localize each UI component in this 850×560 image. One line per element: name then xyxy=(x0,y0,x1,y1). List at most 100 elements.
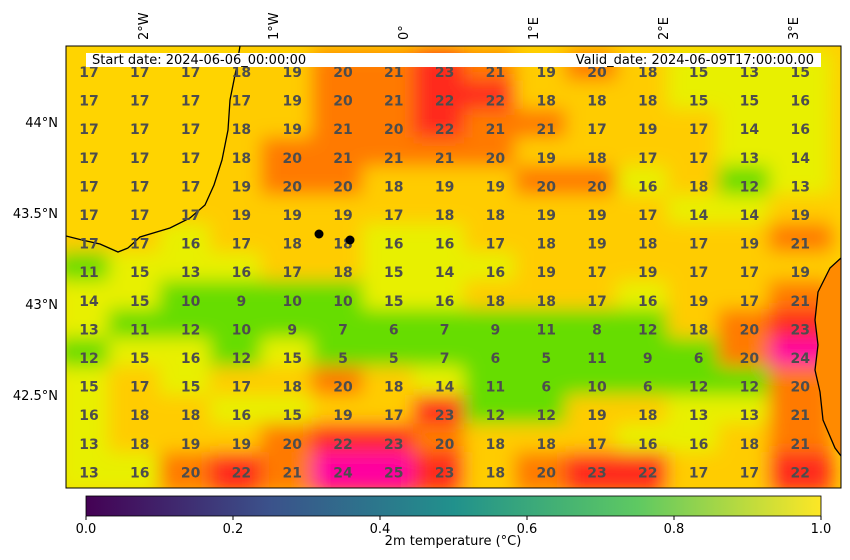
grid-value-label: 17 xyxy=(181,94,200,110)
sea-area-east xyxy=(815,258,841,456)
grid-value-label: 11 xyxy=(130,322,149,338)
grid-value-label: 19 xyxy=(587,237,606,253)
grid-value-label: 19 xyxy=(282,122,301,138)
grid-value-label: 10 xyxy=(587,380,607,396)
grid-value-label: 16 xyxy=(790,122,809,138)
grid-value-label: 21 xyxy=(486,122,505,138)
grid-value-label: 17 xyxy=(638,208,657,224)
lon-tick-label: 0° xyxy=(397,25,412,40)
lat-tick-label: 42.5°N xyxy=(13,389,58,404)
grid-value-label: 20 xyxy=(181,465,201,481)
grid-value-label: 5 xyxy=(338,351,348,367)
grid-value-label: 19 xyxy=(282,94,301,110)
grid-value-label: 18 xyxy=(384,380,403,396)
grid-value-label: 21 xyxy=(790,408,809,424)
grid-value-label: 19 xyxy=(638,265,657,281)
lon-tick-label: 3°E xyxy=(787,17,802,40)
grid-value-label: 15 xyxy=(282,408,301,424)
grid-value-label: 21 xyxy=(384,65,403,81)
lon-tick-label: 1°W xyxy=(267,12,282,40)
start-date-text: Start date: 2024-06-06_00:00:00 xyxy=(92,53,306,68)
grid-value-label: 15 xyxy=(384,294,403,310)
grid-value-label: 17 xyxy=(130,208,149,224)
city-dot xyxy=(314,229,324,239)
grid-value-label: 17 xyxy=(181,122,200,138)
lat-tick-label: 43.5°N xyxy=(13,207,58,222)
grid-value-label: 17 xyxy=(130,94,149,110)
grid-value-label: 23 xyxy=(790,322,809,338)
grid-value-label: 21 xyxy=(333,122,352,138)
grid-value-label: 9 xyxy=(643,351,653,367)
grid-value-label: 20 xyxy=(333,65,353,81)
map-panel: 17 17 17 18 19 20 21 23 21 19 20 18 15 13 15 17 17 17 17 19… xyxy=(66,46,841,488)
grid-value-label: 18 xyxy=(486,208,505,224)
grid-value-label: 20 xyxy=(282,179,302,195)
colorbar-gradient xyxy=(85,495,822,517)
colorbar-tick-label: 0.0 xyxy=(76,522,97,537)
grid-value-label: 16 xyxy=(486,265,505,281)
grid-value-label: 17 xyxy=(282,265,301,281)
grid-value-label: 17 xyxy=(130,122,149,138)
grid-value-label: 18 xyxy=(282,237,301,253)
grid-value-label: 22 xyxy=(435,94,454,110)
grid-value-label: 20 xyxy=(790,380,810,396)
grid-value-label: 18 xyxy=(536,237,555,253)
grid-value-label: 18 xyxy=(689,179,708,195)
grid-value-label: 16 xyxy=(638,179,657,195)
grid-value-label: 24 xyxy=(333,465,353,481)
grid-value-label: 20 xyxy=(587,65,607,81)
grid-value-label: 23 xyxy=(587,465,606,481)
grid-value-label: 12 xyxy=(181,322,200,338)
grid-value-label: 19 xyxy=(587,208,606,224)
grid-value-label: 18 xyxy=(130,408,149,424)
grid-value-label: 12 xyxy=(740,380,759,396)
grid-value-label: 19 xyxy=(536,208,555,224)
grid-value-label: 15 xyxy=(689,65,708,81)
grid-value-label: 16 xyxy=(638,437,657,453)
grid-value-label: 17 xyxy=(130,151,149,167)
grid-value-label: 20 xyxy=(282,151,302,167)
grid-value-label: 11 xyxy=(536,322,555,338)
grid-value-label: 21 xyxy=(486,65,505,81)
grid-value-label: 12 xyxy=(232,351,251,367)
grid-value-label: 13 xyxy=(740,65,759,81)
grid-value-label: 17 xyxy=(181,151,200,167)
grid-value-label: 19 xyxy=(536,65,555,81)
grid-value-label: 18 xyxy=(333,265,352,281)
field-cell xyxy=(768,452,832,488)
grid-value-label: 23 xyxy=(435,65,454,81)
grid-value-label: 17 xyxy=(689,237,708,253)
grid-value-label: 8 xyxy=(592,322,602,338)
grid-value-label: 12 xyxy=(638,322,657,338)
grid-value-label: 22 xyxy=(790,465,809,481)
grid-value-label: 21 xyxy=(384,151,403,167)
grid-value-label: 19 xyxy=(181,437,200,453)
grid-value-label: 9 xyxy=(287,322,297,338)
grid-value-label: 9 xyxy=(491,322,501,338)
grid-value-label: 15 xyxy=(689,94,708,110)
grid-value-label: 15 xyxy=(130,265,149,281)
colorbar-ticks: 0.0 0.2 0.4 0.6 0.8 1.0 xyxy=(76,516,831,537)
grid-value-label: 14 xyxy=(740,122,760,138)
grid-value-label: 19 xyxy=(333,408,352,424)
lat-tick-label: 43°N xyxy=(25,298,58,313)
grid-value-label: 15 xyxy=(790,65,809,81)
grid-value-label: 20 xyxy=(282,437,302,453)
grid-value-label: 22 xyxy=(638,465,657,481)
colorbar-tick-label: 0.2 xyxy=(223,522,244,537)
grid-value-label: 21 xyxy=(790,437,809,453)
grid-value-label: 18 xyxy=(536,294,555,310)
grid-value-label: 16 xyxy=(181,237,200,253)
grid-value-label: 21 xyxy=(790,237,809,253)
lon-tick-label: 1°E xyxy=(527,17,542,40)
grid-value-label: 17 xyxy=(384,208,403,224)
grid-value-label: 17 xyxy=(79,65,98,81)
grid-value-label: 18 xyxy=(232,122,251,138)
grid-value-label: 17 xyxy=(587,122,606,138)
grid-value-label: 17 xyxy=(689,265,708,281)
colorbar-tick-label: 0.4 xyxy=(370,522,391,537)
grid-value-label: 21 xyxy=(536,122,555,138)
lat-tick-labels: 44°N 43.5°N 43°N 42.5°N xyxy=(13,116,58,404)
grid-value-label: 18 xyxy=(740,437,759,453)
grid-value-label: 18 xyxy=(689,322,708,338)
